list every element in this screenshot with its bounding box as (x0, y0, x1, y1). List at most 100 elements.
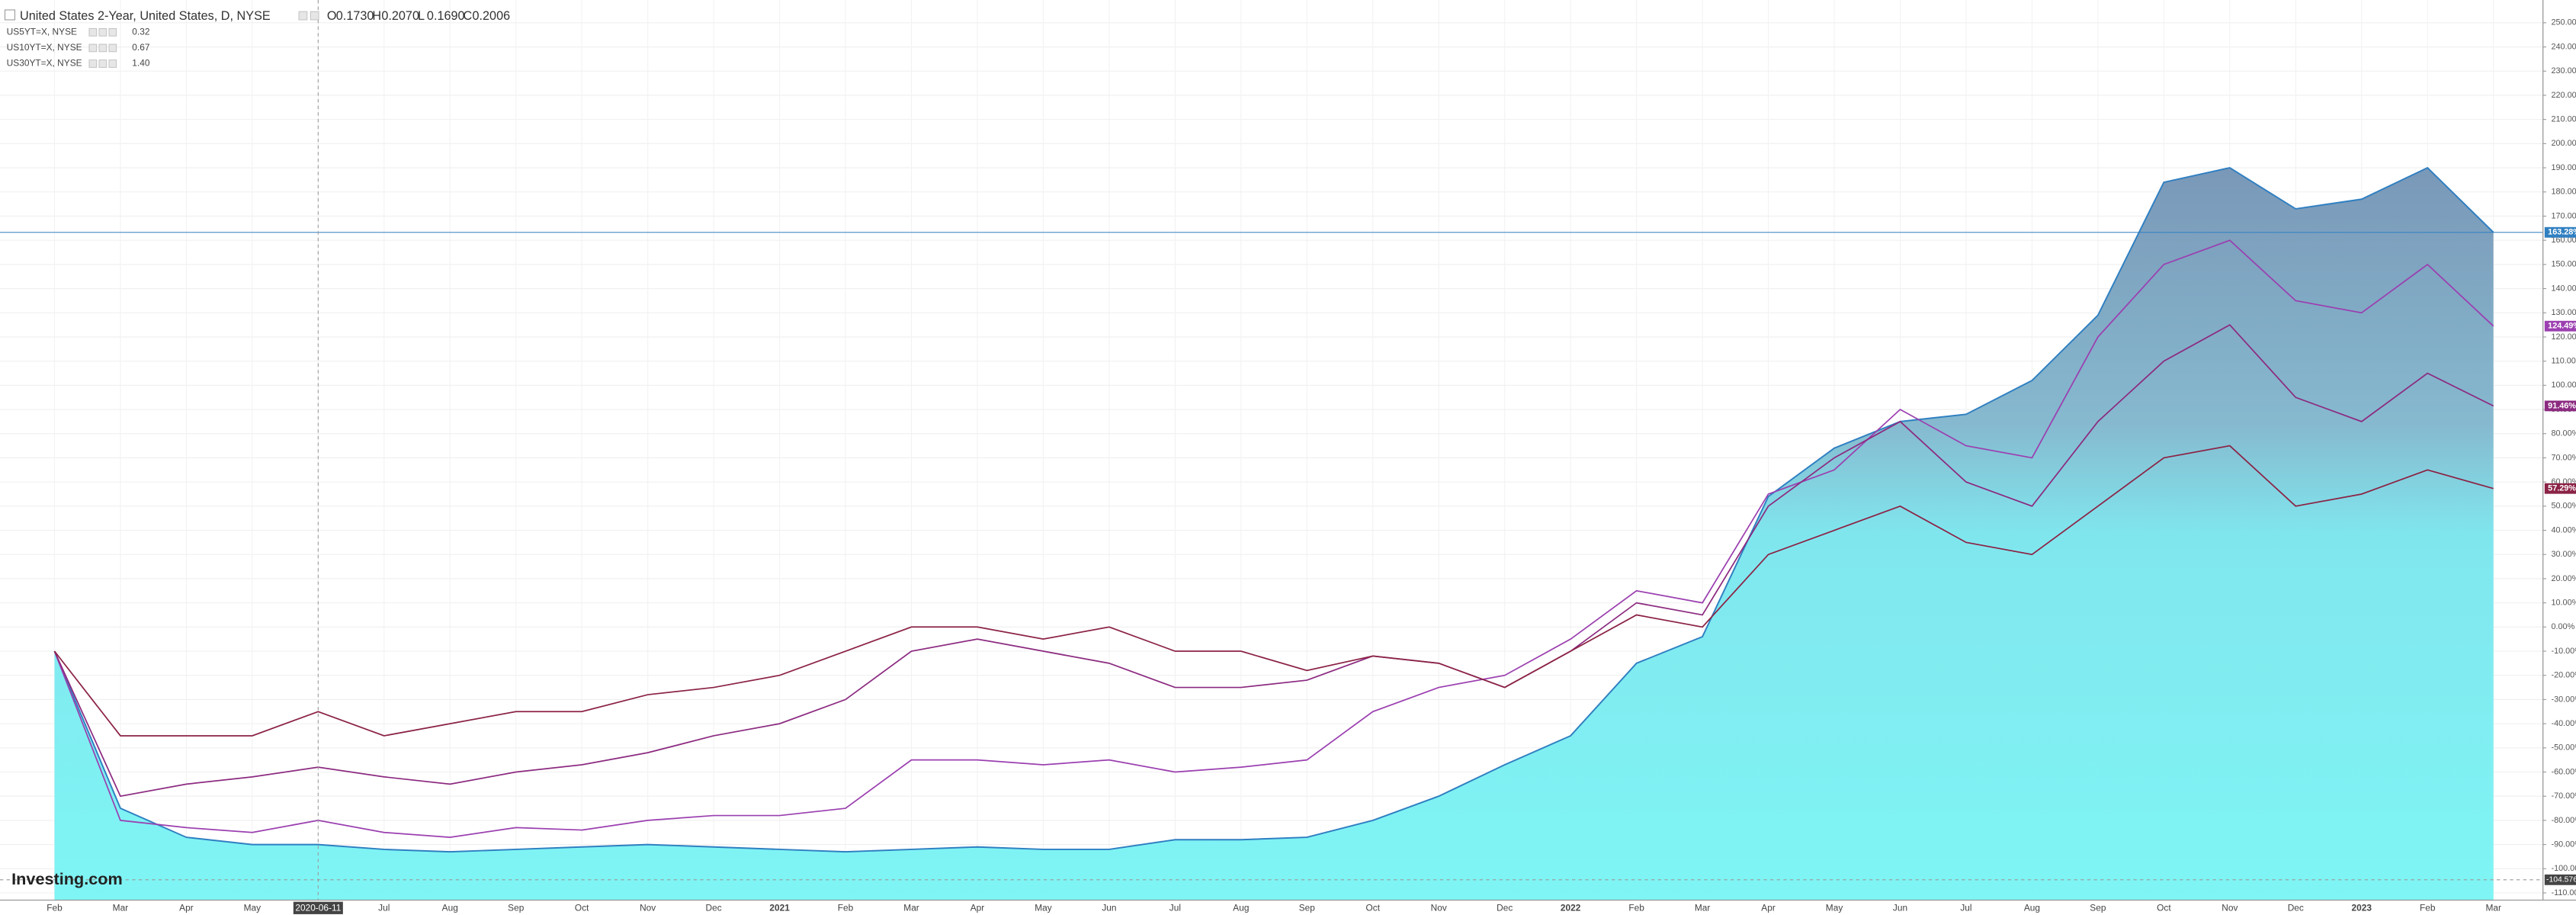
x-tick-label: Apr (1761, 902, 1776, 913)
legend-icon (98, 28, 107, 37)
legend-value: 0.32 (132, 26, 150, 37)
y-tick-label: 240.00% (2552, 42, 2576, 51)
y-tick-label: 160.00% (2552, 236, 2576, 245)
y-tick-label: -30.00% (2552, 695, 2576, 704)
end-label: 124.49% (2548, 322, 2576, 331)
x-tick-label: Oct (575, 902, 589, 913)
x-tick-label: Jun (1893, 902, 1907, 913)
y-tick-label: -70.00% (2552, 791, 2576, 801)
line (53, 323, 2494, 798)
x-tick-label: Dec (706, 902, 722, 913)
end-label-bg (2544, 400, 2576, 412)
x-tick-label: 2022 (1561, 902, 1581, 913)
x-tick-label: 2023 (2352, 902, 2372, 913)
x-tick-label: May (244, 902, 261, 913)
x-tick-label: Sep (508, 902, 525, 913)
y-tick-label: 70.00% (2552, 453, 2576, 462)
plot (0, 0, 2543, 901)
y-tick-label: 210.00% (2552, 115, 2576, 124)
x-tick-label: Nov (1431, 902, 1447, 913)
y-tick-label: -100.00% (2552, 864, 2576, 873)
legend: United States 2-Year, United States, D, … (4, 9, 510, 69)
y-tick-label: 180.00% (2552, 188, 2576, 197)
y-tick-label: 40.00% (2552, 525, 2576, 535)
y-tick-label: 230.00% (2552, 66, 2576, 75)
x-tick-label: Apr (179, 902, 194, 913)
x-tick-label: Sep (1299, 902, 1316, 913)
y-tick-label: 150.00% (2552, 260, 2576, 269)
y-tick-label: -110.00% (2552, 888, 2576, 897)
ohlc-label: L (418, 9, 425, 23)
axes: -110.00% -100.00% -90.00% -80.00% -70.00% -60… (47, 18, 2576, 914)
x-tick-label: Aug (2024, 902, 2040, 913)
y-tick-label: -90.00% (2552, 840, 2576, 849)
x-tick-label: 2021 (769, 902, 790, 913)
x-tick-label: Aug (1233, 902, 1249, 913)
y-tick-label: 110.00% (2552, 356, 2576, 365)
x-tick-label: Feb (2420, 902, 2436, 913)
legend-icon (108, 28, 117, 37)
y-tick-label: -10.00% (2552, 647, 2576, 656)
x-tick-label: Oct (1366, 902, 1381, 913)
x-tick-label: Jul (378, 902, 390, 913)
y-tick-label: 130.00% (2552, 308, 2576, 317)
x-tick-label: Nov (640, 902, 656, 913)
x-tick-label: May (1035, 902, 1052, 913)
end-label-bg (2544, 320, 2576, 332)
y-tick-label: 30.00% (2552, 550, 2576, 559)
area (54, 168, 2494, 901)
line (53, 445, 2494, 737)
end-label: 163.28% (2548, 228, 2576, 237)
x-tick-label: Dec (2288, 902, 2304, 913)
legend-value: 1.40 (132, 58, 150, 69)
x-tick-label: Feb (47, 902, 63, 913)
x-tick-label: Mar (1695, 902, 1711, 913)
line (53, 166, 2494, 853)
y-tick-label: 0.00% (2552, 622, 2575, 631)
y-tick-label: 100.00% (2552, 380, 2576, 390)
icon[interactable] (298, 11, 308, 21)
y-tick-label: -40.00% (2552, 719, 2576, 728)
legend-name: US10YT=X, NYSE (7, 42, 82, 53)
x-tick-label: Dec (1497, 902, 1513, 913)
watermark: Investing.com (11, 869, 123, 888)
legend-icon (88, 43, 98, 53)
y-tick-label: -20.00% (2552, 671, 2576, 680)
legend-name: US5YT=X, NYSE (7, 26, 77, 37)
end-label: 91.46% (2548, 401, 2576, 410)
crosshair-x-label: 2020-06-11 (295, 902, 341, 913)
y-tick-label: 200.00% (2552, 139, 2576, 148)
legend-icon (88, 59, 98, 68)
crosshair-x-label-bg (293, 901, 343, 914)
x-tick-label: Jul (1169, 902, 1181, 913)
y-tick-label: 50.00% (2552, 502, 2576, 511)
ohlc-label: H (372, 9, 381, 23)
x-tick-label: Nov (2222, 902, 2238, 913)
y-tick-label: -60.00% (2552, 767, 2576, 776)
x-tick-label: Feb (1628, 902, 1644, 913)
y-tick-label: 120.00% (2552, 332, 2576, 342)
ohlc-value: 0.2006 (472, 9, 510, 23)
crosshair-y-label-bg (2544, 874, 2576, 885)
collapse-icon[interactable] (4, 9, 16, 21)
y-tick-label: -50.00% (2552, 743, 2576, 753)
legend-icon (98, 59, 107, 68)
ohlc-value: 0.1730 (336, 9, 374, 23)
ohlc-value: 0.2070 (381, 9, 419, 23)
legend-icon (108, 43, 117, 53)
ohlc-value: 0.1690 (427, 9, 465, 23)
x-tick-label: Jul (1960, 902, 1971, 913)
y-tick-label: 170.00% (2552, 211, 2576, 220)
legend-title: United States 2-Year, United States, D, … (20, 9, 271, 23)
icon[interactable] (310, 11, 319, 21)
y-tick-label: 80.00% (2552, 429, 2576, 438)
end-label: 57.29% (2548, 484, 2576, 493)
y-tick-label: -80.00% (2552, 816, 2576, 825)
line (53, 239, 2494, 838)
legend-icon (98, 43, 107, 53)
y-tick-label: 250.00% (2552, 18, 2576, 27)
y-tick-label: 20.00% (2552, 574, 2576, 583)
x-tick-label: Mar (113, 902, 129, 913)
legend-name: US30YT=X, NYSE (7, 58, 82, 69)
